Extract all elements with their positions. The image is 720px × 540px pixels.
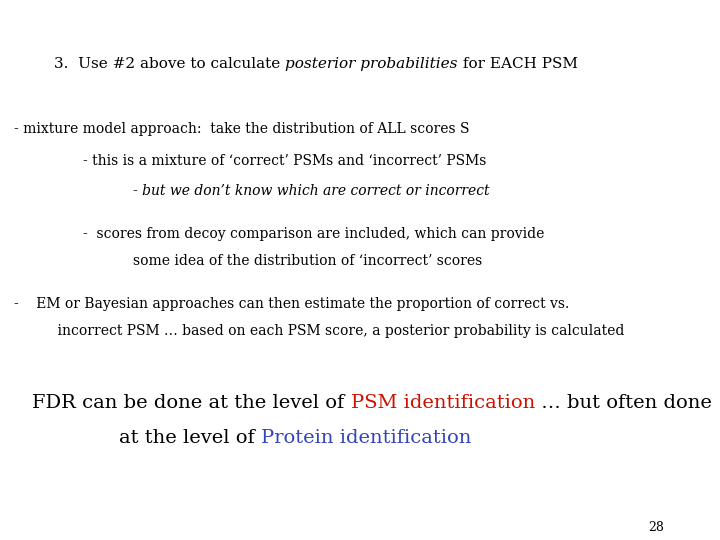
Text: 28: 28: [648, 521, 664, 534]
Text: at the level of: at the level of: [119, 429, 261, 447]
Text: FDR can be done at the level of: FDR can be done at the level of: [32, 394, 351, 412]
Text: - but we don’t know which are correct or incorrect: - but we don’t know which are correct or…: [133, 184, 490, 198]
Text: PSM identification: PSM identification: [351, 394, 535, 412]
Text: - this is a mixture of ‘correct’ PSMs and ‘incorrect’ PSMs: - this is a mixture of ‘correct’ PSMs an…: [83, 154, 486, 168]
Text: - mixture model approach:  take the distribution of ALL scores S: - mixture model approach: take the distr…: [14, 122, 470, 136]
Text: 3.  Use #2 above to calculate: 3. Use #2 above to calculate: [54, 57, 285, 71]
Text: posterior probabilities: posterior probabilities: [285, 57, 458, 71]
Text: for EACH PSM: for EACH PSM: [458, 57, 577, 71]
Text: Protein identification: Protein identification: [261, 429, 471, 447]
Text: some idea of the distribution of ‘incorrect’ scores: some idea of the distribution of ‘incorr…: [133, 254, 482, 268]
Text: -    EM or Bayesian approaches can then estimate the proportion of correct vs.: - EM or Bayesian approaches can then est…: [14, 297, 570, 311]
Text: -  scores from decoy comparison are included, which can provide: - scores from decoy comparison are inclu…: [83, 227, 544, 241]
Text: … but often done: … but often done: [535, 394, 712, 412]
Text: incorrect PSM … based on each PSM score, a posterior probability is calculated: incorrect PSM … based on each PSM score,…: [40, 324, 624, 338]
